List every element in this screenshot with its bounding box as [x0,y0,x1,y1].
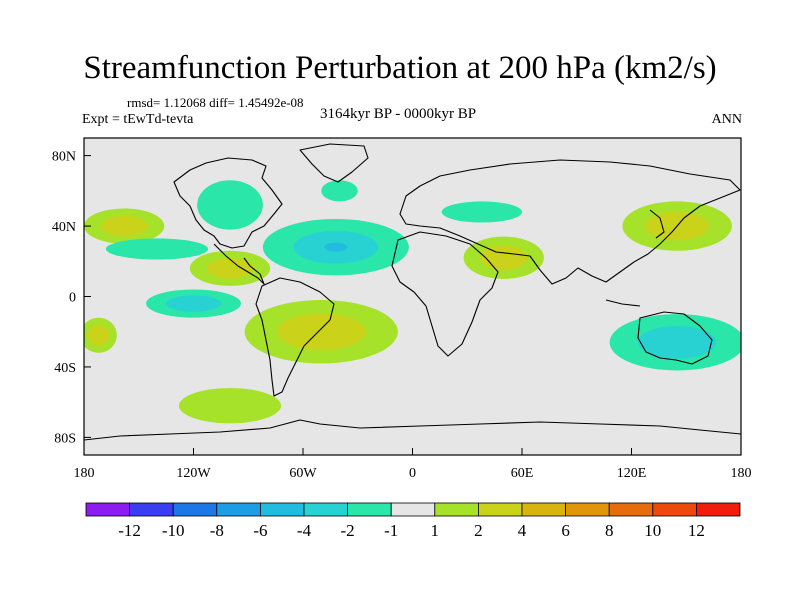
colorbar-label-4: -4 [297,521,312,540]
colorbar-box-7 [390,502,436,517]
anomaly-region-6-level-0 [321,180,358,202]
coastlines [84,143,741,441]
coast-north-america [173,157,283,249]
coast-eurasia [399,159,741,285]
anomaly-layer [84,180,741,424]
anomaly-region-5-level-0 [197,180,263,230]
colorbar-box-9 [477,502,523,517]
colorbar: -12 -10 -8 -6 -4 -2 -1 1 2 4 6 8 10 12 [85,502,741,540]
colorbar-box-10 [521,502,566,517]
coast-south-america [255,277,335,397]
colorbar-label-10: 6 [561,521,570,540]
anomaly-region-8-level-0 [178,388,282,424]
colorbar-box-0 [85,502,130,517]
colorbar-label-1: -10 [162,521,185,540]
y-tick-label-3: 40S [54,361,76,376]
experiment-label: Expt = tEwTd-tevta [82,112,194,127]
colorbar-box-1 [129,502,174,517]
x-tick-label-4: 60E [511,466,534,481]
coast-japan [649,209,665,239]
colorbar-label-13: 12 [688,521,705,540]
colorbar-label-2: -8 [210,521,224,540]
colorbar-label-5: -2 [341,521,355,540]
coast-central-america [213,243,265,285]
x-tick-label-2: 60W [289,466,317,481]
anomaly-region-4-level-2 [324,242,348,252]
coast-indonesia [605,299,641,307]
colorbar-box-6 [347,502,392,517]
coast-greenland [299,143,369,183]
chart-title: Streamfunction Perturbation at 200 hPa (… [83,50,717,86]
anomaly-region-10-level-0 [441,201,522,223]
colorbar-label-0: -12 [118,521,141,540]
anomaly-region-0-level-1 [100,215,148,237]
colorbar-label-3: -6 [253,521,267,540]
anomaly-region-1-level-0 [105,238,209,260]
colorbar-box-14 [696,502,741,517]
anomaly-region-2-level-1 [206,258,254,279]
anomaly-region-7-level-1 [276,313,366,351]
y-tick-label-1: 40N [52,220,76,235]
coast-antarctica [84,419,741,441]
colorbar-box-13 [652,502,697,517]
colorbar-label-8: 2 [474,521,483,540]
colorbar-label-7: 1 [431,521,440,540]
coast-australia [637,311,713,365]
colorbar-label-9: 4 [518,521,527,540]
colorbar-box-8 [434,502,479,517]
x-tick-label-5: 120E [617,466,647,481]
anomaly-region-9-level-1 [88,325,110,346]
anomaly-region-3-level-1 [165,295,222,312]
x-tick-label-6: 180 [731,466,752,481]
x-tick-label-1: 120W [176,466,211,481]
y-tick-label-2: 0 [69,291,76,306]
colorbar-box-5 [303,502,348,517]
anomaly-region-13-level-1 [637,325,717,359]
colorbar-box-2 [172,502,218,517]
axis-layer: 180 120W 60W 0 60E 120E 180 80N 40N 0 40S 80S [52,150,752,481]
stats-text: rmsd= 1.12068 diff= 1.45492e-08 [127,95,304,110]
coast-africa [391,231,499,357]
season-label: ANN [711,112,742,127]
x-tick-label-0: 180 [74,466,95,481]
colorbar-label-6: -1 [384,521,398,540]
colorbar-box-3 [216,502,261,517]
period-label: 3164kyr BP - 0000kyr BP [320,106,477,122]
colorbar-label-11: 8 [605,521,614,540]
y-tick-label-0: 80N [52,150,76,165]
y-tick-label-4: 80S [54,431,76,446]
anomaly-region-11-level-1 [480,245,528,271]
colorbar-box-11 [565,502,610,517]
colorbar-box-4 [259,502,305,517]
colorbar-label-12: 10 [644,521,661,540]
x-tick-label-3: 0 [409,466,416,481]
colorbar-box-12 [608,502,654,517]
